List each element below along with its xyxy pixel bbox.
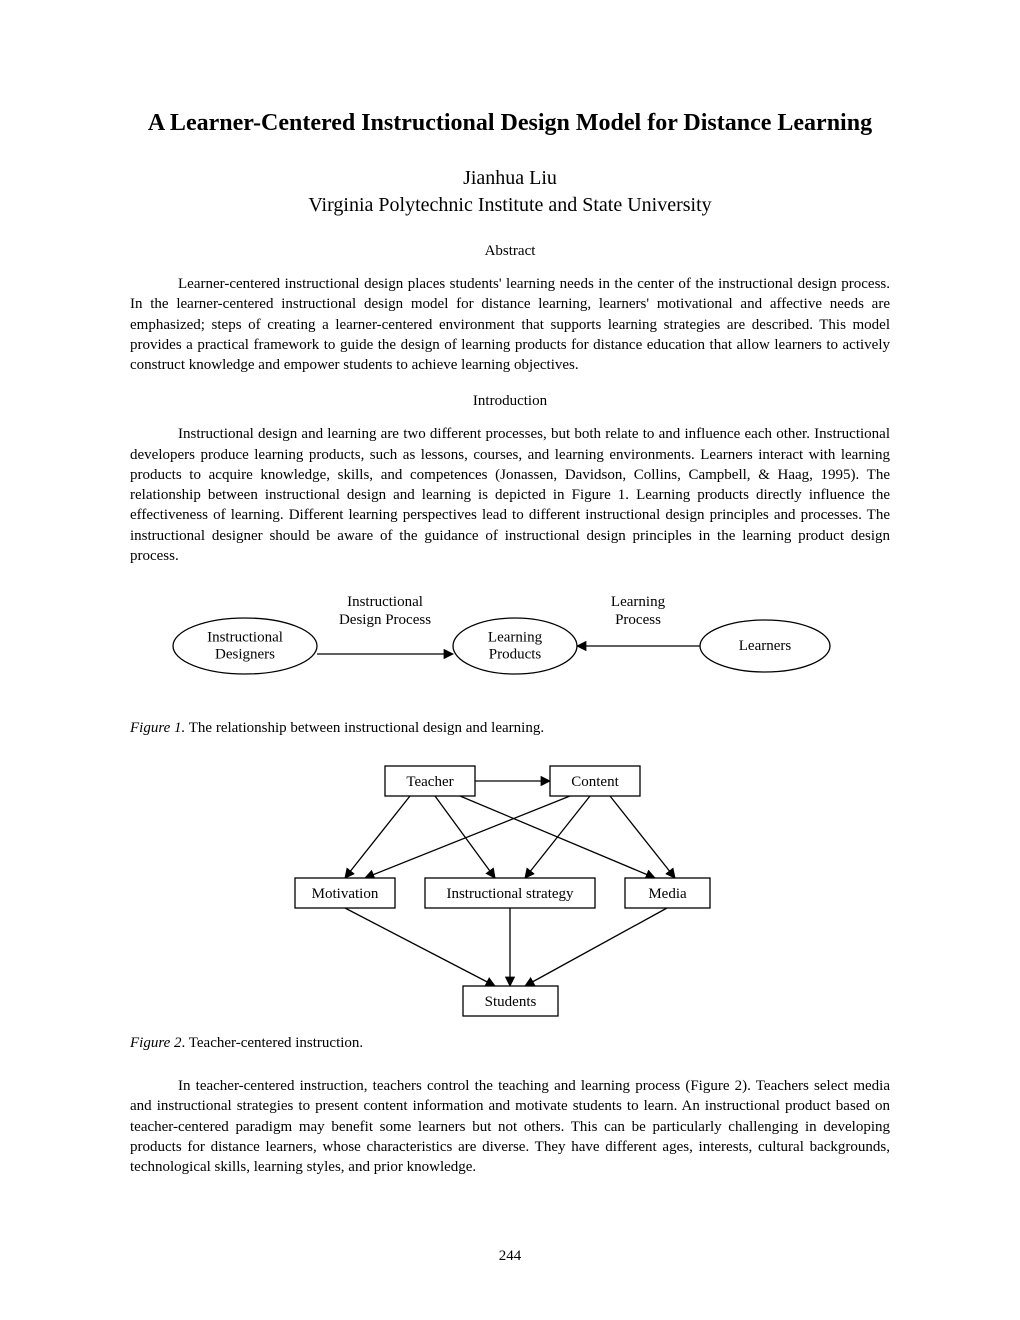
svg-text:Design Process: Design Process (339, 612, 431, 628)
svg-text:Process: Process (615, 612, 661, 628)
svg-text:Instructional: Instructional (347, 594, 423, 610)
svg-text:Instructional: Instructional (207, 630, 283, 646)
figure-2-diagram: Teacher Content Motivation Instructional st… (290, 761, 730, 1021)
svg-text:Motivation: Motivation (312, 886, 379, 902)
svg-text:Learning: Learning (611, 594, 666, 610)
paper-title: A Learner-Centered Instructional Design … (130, 110, 890, 137)
abstract-text: Learner-centered instructional design pl… (130, 274, 890, 375)
svg-text:Students: Students (485, 994, 537, 1010)
section-heading-abstract: Abstract (130, 243, 890, 260)
author-block: Jianhua Liu Virginia Polytechnic Institu… (130, 165, 890, 219)
author-name: Jianhua Liu (130, 165, 890, 192)
svg-text:Designers: Designers (215, 647, 275, 663)
section-heading-introduction: Introduction (130, 393, 890, 410)
svg-text:Teacher: Teacher (406, 774, 453, 790)
svg-text:Media: Media (648, 886, 687, 902)
figure-2-caption: Figure 2. Teacher-centered instruction. (130, 1035, 890, 1052)
svg-text:Products: Products (489, 647, 542, 663)
svg-text:Content: Content (571, 774, 619, 790)
author-affiliation: Virginia Polytechnic Institute and State… (130, 192, 890, 219)
figure-1-diagram: Instructional Design Process Learning Proce… (160, 586, 860, 706)
page-number: 244 (0, 1248, 1020, 1265)
intro-paragraph-2: In teacher-centered instruction, teacher… (130, 1076, 890, 1177)
svg-text:Learners: Learners (739, 638, 792, 654)
figure-1-caption: Figure 1. The relationship between instr… (130, 720, 890, 737)
svg-text:Instructional strategy: Instructional strategy (446, 886, 574, 902)
intro-paragraph-1: Instructional design and learning are tw… (130, 424, 890, 566)
svg-text:Learning: Learning (488, 630, 543, 646)
